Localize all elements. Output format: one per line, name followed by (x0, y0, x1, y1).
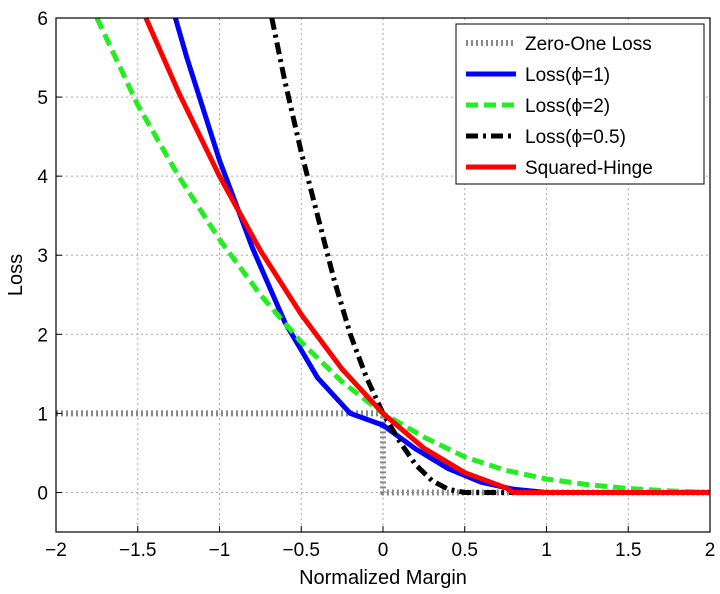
y-tick-label-0: 0 (37, 483, 48, 504)
series-lines (56, 16, 711, 496)
x-tick-label-6: 1 (541, 540, 552, 561)
x-tick-label-2: −1 (209, 540, 231, 561)
x-tick-label-3: −0.5 (282, 540, 320, 561)
x-tick-label-0: −2 (45, 540, 67, 561)
y-tick-label-5: 5 (37, 88, 48, 109)
axis-ticks: −2 −1.5 −1 −0.5 0 0.5 1 1.5 2 0 1 2 3 4 5 6 (37, 9, 715, 561)
x-axis-label: Normalized Margin (299, 567, 467, 589)
y-tick-label-3: 3 (37, 246, 48, 267)
x-tick-label-5: 0.5 (452, 540, 478, 561)
y-axis-label: Loss (5, 254, 27, 296)
x-tick-label-1: −1.5 (119, 540, 157, 561)
legend-label-2: Loss(ϕ=2) (525, 96, 610, 117)
legend: Zero-One Loss Loss(ϕ=1) Loss(ϕ=2) Loss(ϕ=0.… (455, 23, 705, 185)
legend-label-3: Loss(ϕ=0.5) (525, 127, 626, 148)
y-tick-label-2: 2 (37, 325, 48, 346)
x-tick-label-4: 0 (378, 540, 389, 561)
legend-label-4: Squared-Hinge (525, 158, 653, 179)
y-tick-label-1: 1 (37, 404, 48, 425)
x-tick-label-8: 2 (705, 540, 716, 561)
legend-box (455, 23, 705, 185)
legend-label-1: Loss(ϕ=1) (525, 65, 610, 86)
x-tick-label-7: 1.5 (615, 540, 641, 561)
y-tick-label-6: 6 (37, 9, 48, 30)
series-line-4 (143, 16, 710, 495)
y-tick-label-4: 4 (37, 167, 48, 188)
legend-label-0: Zero-One Loss (525, 34, 652, 55)
